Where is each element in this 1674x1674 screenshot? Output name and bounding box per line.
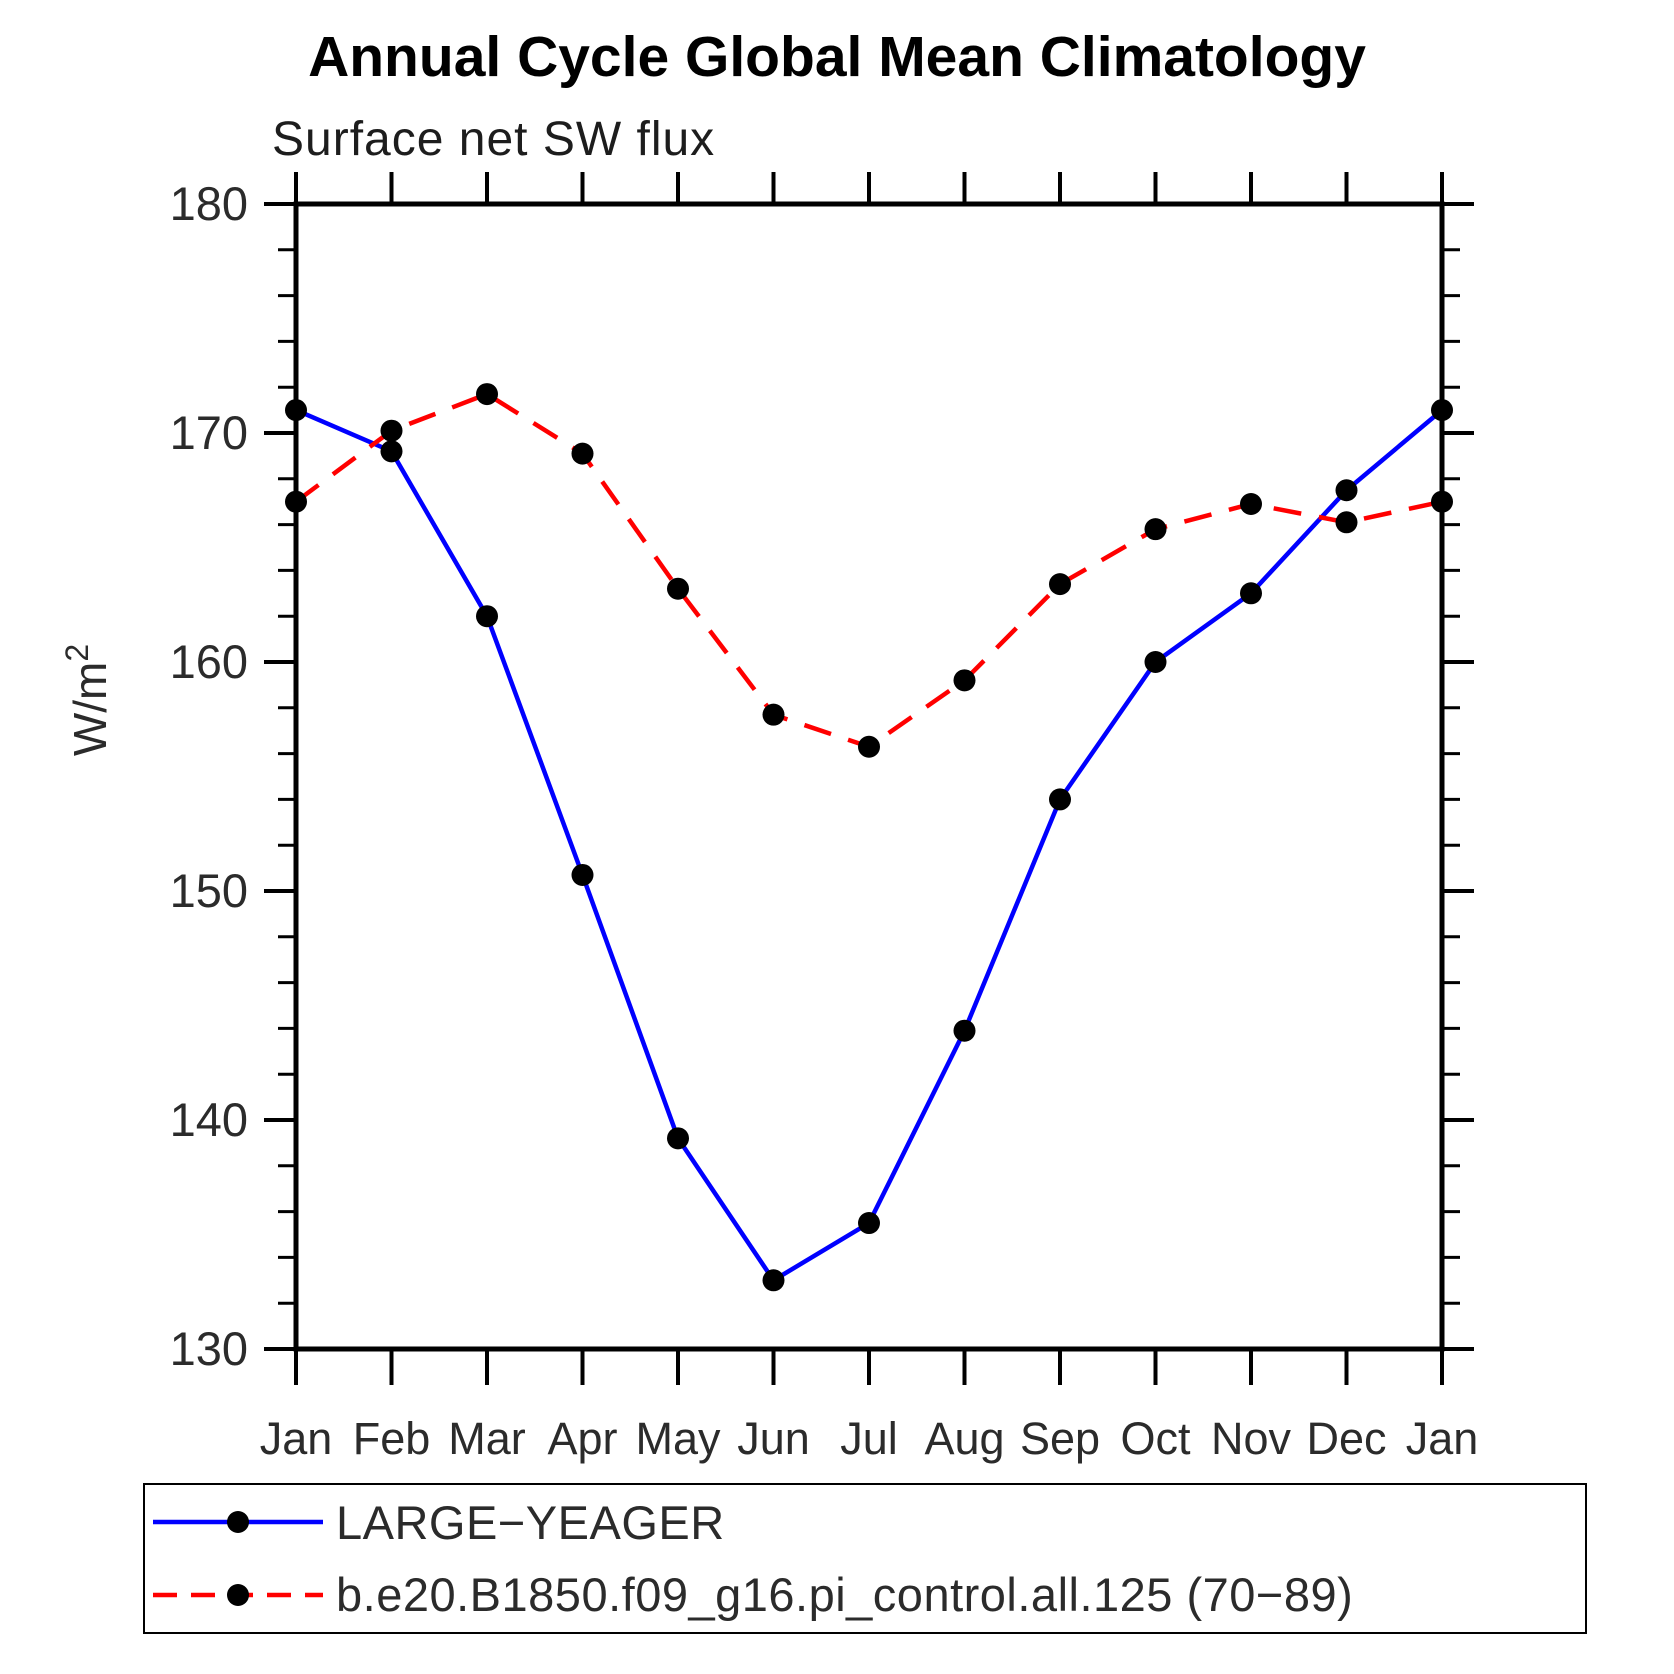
data-point-marker — [1431, 399, 1453, 422]
x-axis-tick-label: Oct — [1120, 1413, 1191, 1464]
data-point-marker — [1431, 490, 1453, 513]
data-point-marker — [667, 1127, 689, 1150]
data-point-marker — [285, 490, 307, 513]
chart-title: Annual Cycle Global Mean Climatology — [308, 25, 1366, 89]
data-point-marker — [762, 1269, 785, 1292]
data-point-marker — [1240, 492, 1262, 515]
data-point-marker — [285, 399, 307, 422]
svg-text:W/m2: W/m2 — [59, 644, 116, 756]
data-point-marker — [858, 735, 880, 758]
legend-box: LARGE−YEAGER b.e20.B1850.f09_g16.pi_contr… — [143, 1483, 1587, 1634]
data-point-marker — [1144, 518, 1167, 541]
x-axis-tick-label: Mar — [448, 1413, 526, 1464]
data-point-marker — [953, 669, 976, 692]
data-point-marker — [762, 703, 785, 726]
data-point-marker — [1144, 651, 1167, 673]
chart-subtitle: Surface net SW flux — [272, 113, 716, 166]
data-point-marker — [1240, 582, 1262, 605]
y-axis-tick-label: 150 — [170, 864, 248, 917]
data-point-marker — [380, 419, 403, 442]
data-point-marker — [1049, 788, 1071, 811]
data-point-marker — [953, 1019, 976, 1042]
data-point-marker — [571, 442, 594, 465]
legend-label: LARGE−YEAGER — [336, 1495, 725, 1549]
x-axis-tick-label: Aug — [924, 1413, 1004, 1464]
data-point-marker — [476, 383, 498, 406]
data-point-marker — [858, 1212, 880, 1235]
x-axis-tick-label: Nov — [1211, 1413, 1292, 1464]
data-point-marker — [1335, 479, 1358, 502]
data-point-marker — [667, 577, 689, 600]
y-axis-tick-label: 160 — [170, 635, 248, 688]
data-point-marker — [1335, 511, 1358, 534]
x-axis-tick-label: Feb — [353, 1413, 431, 1464]
x-axis-tick-label: Apr — [547, 1413, 617, 1464]
x-axis-tick-label: Sep — [1020, 1413, 1100, 1464]
legend-label: b.e20.B1850.f09_g16.pi_control.all.125 (… — [336, 1568, 1354, 1622]
x-axis-tick-label: Jul — [840, 1413, 898, 1464]
legend-marker-icon — [227, 1511, 249, 1534]
x-axis-tick-label: Jan — [260, 1413, 333, 1464]
plot-frame — [293, 201, 1445, 1352]
y-axis-tick-label: 170 — [170, 406, 248, 459]
legend-row: LARGE−YEAGER — [145, 1487, 1585, 1557]
x-axis-tick-label: Dec — [1306, 1413, 1386, 1464]
legend-line-sample-dashed — [153, 1583, 323, 1606]
y-axis-title: W/m2 — [59, 644, 116, 756]
y-axis-tick-label: 130 — [170, 1322, 248, 1375]
y-axis-tick-label: 140 — [170, 1093, 248, 1146]
legend-marker-icon — [227, 1583, 249, 1606]
y-axis-tick-label: 180 — [170, 177, 248, 230]
x-axis-tick-label: May — [635, 1413, 721, 1464]
data-point-marker — [1049, 573, 1071, 596]
series-line-large-yeager — [295, 408, 1444, 1284]
legend-line-sample-solid — [153, 1511, 323, 1534]
x-axis-tick-label: Jan — [1406, 1413, 1479, 1464]
data-point-marker — [571, 863, 594, 886]
x-axis-tick-label: Jun — [737, 1413, 810, 1464]
data-point-marker — [380, 440, 403, 463]
legend-row: b.e20.B1850.f09_g16.pi_control.all.125 (… — [145, 1560, 1585, 1630]
data-point-marker — [476, 605, 498, 628]
